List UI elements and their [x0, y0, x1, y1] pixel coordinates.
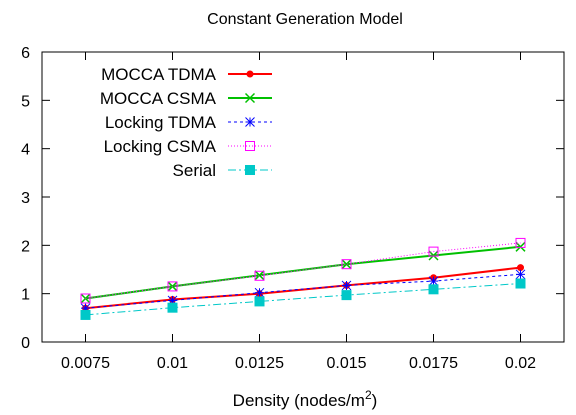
series-line-3: [85, 242, 521, 299]
y-axis: 0 1 2 3 4 5 6: [21, 45, 564, 352]
data-point-2-4: [428, 276, 439, 286]
x-tick-label-5: 0.02: [505, 355, 536, 372]
data-point-3-2: [254, 270, 265, 281]
legend-item-0: MOCCA TDMA: [101, 65, 272, 84]
data-point-4-0: [80, 309, 91, 320]
series-4: [80, 278, 526, 320]
legend-item-3: Locking CSMA: [104, 137, 272, 156]
x-tick-label-0: 0.0075: [61, 355, 110, 372]
data-point-2-3: [341, 280, 352, 291]
data-point-3-3: [341, 259, 352, 270]
data-point-4-1: [167, 302, 178, 313]
legend-label-0: MOCCA TDMA: [101, 65, 217, 84]
series-3: [80, 237, 526, 304]
legend-label-2: Locking TDMA: [105, 113, 217, 132]
legend-label-3: Locking CSMA: [104, 137, 217, 156]
x-tick-label-2: 0.0125: [235, 355, 284, 372]
data-point-0-5: [517, 264, 524, 272]
legend-marker-0: [246, 70, 254, 78]
data-point-4-2: [254, 296, 265, 307]
data-point-4-4: [428, 284, 439, 295]
legend-item-4: Serial: [173, 161, 272, 180]
data-point-3-0: [80, 293, 91, 304]
series-line-2: [85, 273, 521, 309]
legend-marker-3: [245, 141, 255, 151]
series-1: [80, 241, 526, 304]
data-point-3-5: [515, 237, 526, 248]
legend-label-4: Serial: [173, 161, 216, 180]
series-line-4: [85, 283, 521, 316]
series-2: [80, 269, 526, 314]
legend-marker-2: [245, 117, 255, 127]
y-tick-label-0: 0: [21, 335, 30, 352]
data-point-2-2: [254, 287, 265, 298]
legend-marker-1: [244, 92, 256, 104]
x-tick-label-3: 0.015: [326, 355, 366, 372]
data-point-1-3: [341, 259, 352, 270]
legend-label-1: MOCCA CSMA: [100, 89, 217, 108]
x-axis-label-close: ): [372, 391, 378, 410]
y-tick-label-1: 1: [21, 287, 30, 304]
y-tick-label-4: 4: [21, 142, 30, 159]
data-point-4-5: [515, 278, 526, 289]
x-axis-label: Density (nodes/m2): [233, 388, 378, 410]
y-tick-label-6: 6: [21, 45, 30, 62]
x-tick-label-1: 0.01: [157, 355, 188, 372]
y-tick-label-5: 5: [21, 93, 30, 110]
series-layer: [80, 237, 526, 320]
y-tick-label-3: 3: [21, 190, 30, 207]
legend: MOCCA TDMA MOCCA CSMA Locking TDMA Locking …: [100, 65, 272, 180]
series-line-1: [85, 245, 521, 300]
x-tick-label-4: 0.0175: [409, 355, 458, 372]
data-point-3-1: [167, 281, 178, 292]
x-axis: 0.0075 0.01 0.0125 0.015 0.0175 0.02: [61, 52, 536, 372]
y-tick-label-2: 2: [21, 238, 30, 255]
legend-marker-4: [245, 165, 255, 175]
x-axis-label-superscript: 2: [365, 388, 372, 402]
data-point-2-5: [515, 269, 526, 280]
legend-item-2: Locking TDMA: [105, 113, 272, 132]
x-axis-label-main: Density (nodes/m: [233, 391, 365, 410]
data-point-4-3: [341, 290, 352, 301]
data-point-1-2: [254, 270, 265, 281]
data-point-1-5: [515, 241, 526, 252]
legend-item-1: MOCCA CSMA: [100, 89, 272, 108]
chart-title: Constant Generation Model: [207, 11, 403, 28]
data-point-3-4: [428, 246, 439, 257]
